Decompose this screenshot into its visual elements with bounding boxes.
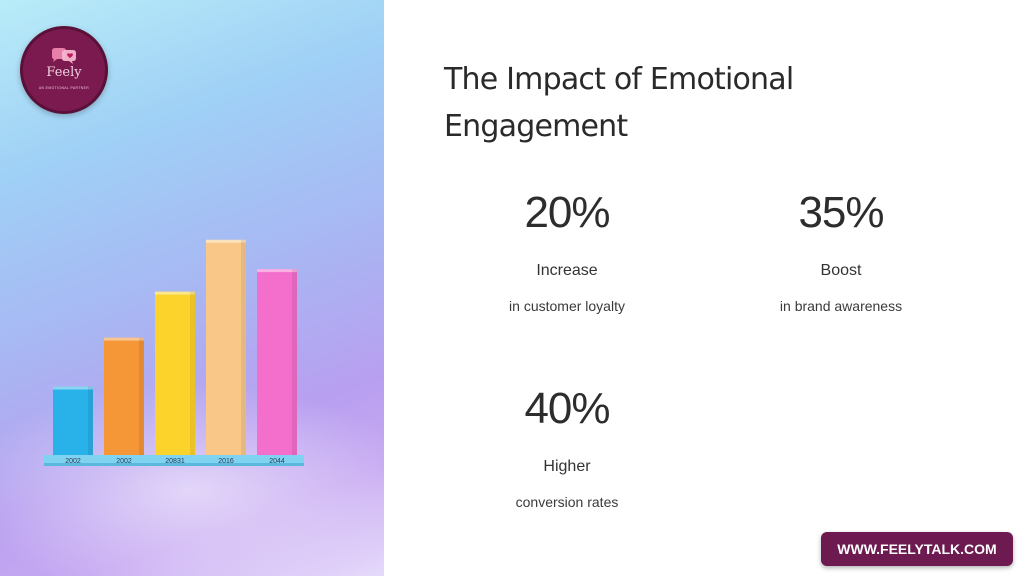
chart-bar-shade [292,269,297,455]
bar-chart-svg: 2002 2002 20831 2016 2044 [44,239,304,466]
chart-tick-label: 2044 [269,458,285,465]
feely-logo: Feely AN EMOTIONAL PARTNER [20,26,108,114]
chart-bar [257,269,297,455]
stat-value: 20% [524,188,610,237]
chart-tick-labels: 2002 2002 20831 2016 2044 [65,458,285,465]
chart-bar-shade [190,291,195,455]
stat-description: conversion rates [515,494,619,510]
stat-brand-awareness: 35% Boost in brand awareness [721,188,961,314]
stat-label: Higher [543,458,591,475]
stat-value: 40% [524,384,610,433]
logo-tagline: AN EMOTIONAL PARTNER [38,85,90,90]
chart-bar [206,239,246,455]
stat-description: in brand awareness [779,298,903,314]
logo-wordmark: Feely [46,64,82,80]
stat-description: in customer loyalty [509,298,625,314]
chat-bubbles-icon [52,47,76,64]
chart-tick-label: 2002 [116,458,132,465]
chart-bar-highlight [206,239,246,243]
content-panel: The Impact of Emotional Engagement 20% I… [384,0,1024,576]
chart-bar-highlight [53,386,93,390]
chart-bar [53,386,93,455]
chart-bar [155,291,195,455]
chart-tick-label: 20831 [165,458,185,465]
chart-bar-highlight [155,291,195,295]
chart-bar-highlight [257,269,297,273]
bar-chart-illustration: 2002 2002 20831 2016 2044 [0,0,384,576]
stat-label: Increase [536,262,598,279]
stat-conversion-rates: 40% Higher conversion rates [447,384,687,510]
chart-bar-highlight [104,337,144,341]
chart-tick-label: 2016 [218,458,234,465]
stat-value: 35% [798,188,884,237]
chart-tick-label: 2002 [65,458,81,465]
chart-base [44,455,304,466]
slide-title: The Impact of Emotional Engagement [444,62,794,144]
chart-bar-shade [139,337,144,455]
chart-base-edge [44,463,304,466]
chart-bar-shade [88,386,93,455]
stat-label: Boost [820,262,862,279]
chart-bar [104,337,144,455]
chart-bar-shade [241,239,246,455]
image-panel: 2002 2002 20831 2016 2044 Feely AN EMOTIONAL… [0,0,384,576]
stat-customer-loyalty: 20% Increase in customer loyalty [447,188,687,314]
website-link-button[interactable]: WWW.FEELYTALK.COM [821,532,1013,566]
chart-base-plate [44,455,304,465]
chart-bars [53,239,297,455]
